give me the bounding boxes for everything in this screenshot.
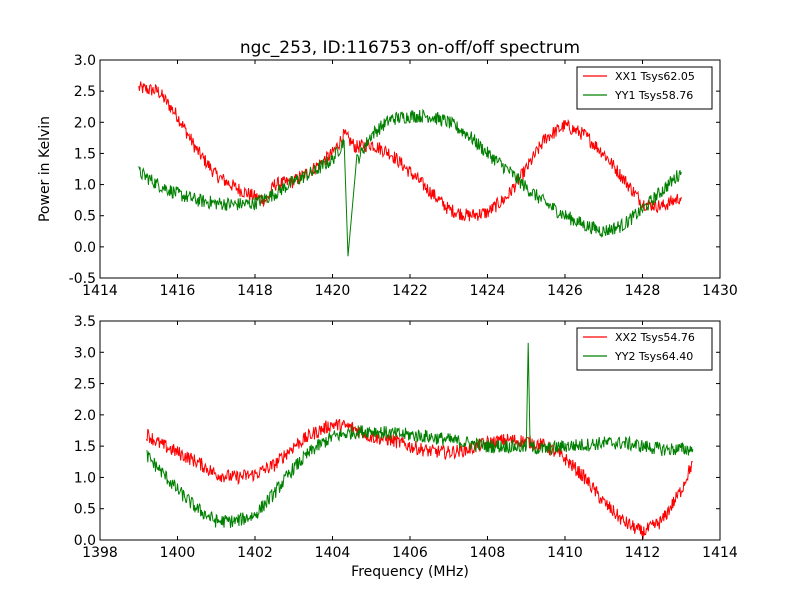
x-tick-label: 1430 — [702, 283, 738, 299]
y-tick-label: 2.5 — [74, 377, 96, 393]
x-tick-label: 1412 — [625, 545, 661, 561]
y-tick-label: 3.5 — [74, 314, 96, 330]
x-tick-label: 1400 — [160, 545, 196, 561]
chart-title: ngc_253, ID:116753 on-off/off spectrum — [240, 38, 580, 58]
y-tick-label: 0.0 — [74, 240, 96, 256]
y-tick-label: -0.5 — [69, 271, 96, 287]
y-tick-label: 1.0 — [74, 178, 96, 194]
x-tick-label: 1416 — [160, 283, 196, 299]
x-tick-label: 1414 — [82, 283, 118, 299]
legend-box — [576, 66, 713, 110]
y-tick-label: 0.5 — [74, 502, 96, 518]
x-tick-label: 1420 — [315, 283, 351, 299]
x-tick-label: 1408 — [470, 545, 506, 561]
y-axis-label: Power in Kelvin — [37, 116, 53, 222]
bottom-panel: 1398 1400 1402 1404 1406 1408 1410 1412 1414 0.0 0… — [74, 314, 738, 580]
series-line-2 — [146, 342, 694, 528]
legend-entry: XX1 Tsys62.05 — [615, 70, 695, 83]
x-axis-label: Frequency (MHz) — [351, 564, 469, 580]
x-tick-label: 1418 — [237, 283, 273, 299]
top-panel: 1414 1416 1418 1420 1422 1424 1426 1428 1430 -0.5… — [37, 53, 738, 299]
legend: XX1 Tsys62.05 YY1 Tsys58.76 — [576, 66, 713, 110]
x-tick-label: 1402 — [237, 545, 273, 561]
x-tick-label: 1406 — [392, 545, 428, 561]
y-tick-label: 2.5 — [74, 84, 96, 100]
y-tick-label: 3.0 — [74, 345, 96, 361]
x-tick-label: 1398 — [82, 545, 118, 561]
series-line-1 — [138, 81, 682, 222]
x-tick-label: 1428 — [625, 283, 661, 299]
y-tick-label: 0.0 — [74, 533, 96, 549]
x-tick-label: 1404 — [315, 545, 351, 561]
y-tick-label: 1.0 — [74, 470, 96, 486]
legend: XX2 Tsys54.76 YY2 Tsys64.40 — [576, 327, 713, 371]
x-tick-label: 1426 — [547, 283, 583, 299]
x-tick-label: 1424 — [470, 283, 506, 299]
legend-entry: YY2 Tsys64.40 — [614, 350, 693, 363]
y-tick-label: 3.0 — [74, 53, 96, 69]
y-tick-label: 2.0 — [74, 408, 96, 424]
series-line-2 — [138, 108, 682, 257]
x-tick-label: 1410 — [547, 545, 583, 561]
series-line-1 — [146, 418, 694, 540]
y-tick-label: 1.5 — [74, 146, 96, 162]
legend-entry: YY1 Tsys58.76 — [614, 89, 693, 102]
x-tick-label: 1422 — [392, 283, 428, 299]
y-tick-label: 2.0 — [74, 115, 96, 131]
y-tick-label: 0.5 — [74, 209, 96, 225]
x-tick-label: 1414 — [702, 545, 738, 561]
y-tick-label: 1.5 — [74, 439, 96, 455]
legend-box — [576, 327, 713, 371]
legend-entry: XX2 Tsys54.76 — [615, 331, 695, 344]
